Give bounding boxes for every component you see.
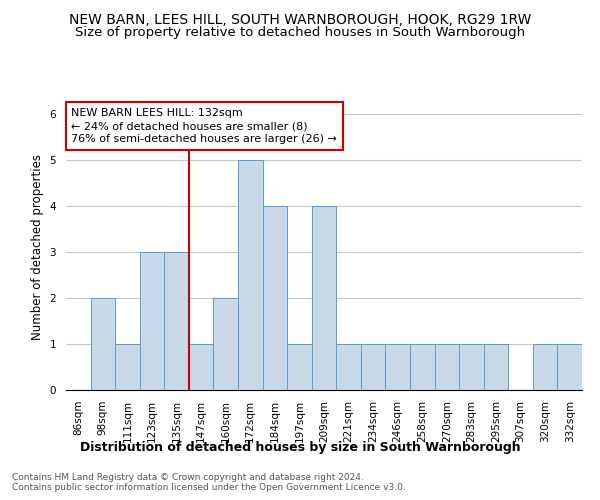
Bar [263, 206, 287, 390]
Bar [533, 344, 557, 390]
Bar [459, 344, 484, 390]
Bar [115, 344, 140, 390]
Y-axis label: Number of detached properties: Number of detached properties [31, 154, 44, 340]
Bar [410, 344, 434, 390]
Bar [484, 344, 508, 390]
Bar [91, 298, 115, 390]
Text: Contains HM Land Registry data © Crown copyright and database right 2024.: Contains HM Land Registry data © Crown c… [12, 472, 364, 482]
Text: Distribution of detached houses by size in South Warnborough: Distribution of detached houses by size … [80, 441, 520, 454]
Bar [140, 252, 164, 390]
Bar [312, 206, 336, 390]
Bar [336, 344, 361, 390]
Text: NEW BARN LEES HILL: 132sqm
← 24% of detached houses are smaller (8)
76% of semi-: NEW BARN LEES HILL: 132sqm ← 24% of deta… [71, 108, 337, 144]
Bar [557, 344, 582, 390]
Bar [385, 344, 410, 390]
Text: Size of property relative to detached houses in South Warnborough: Size of property relative to detached ho… [75, 26, 525, 39]
Bar [287, 344, 312, 390]
Text: NEW BARN, LEES HILL, SOUTH WARNBOROUGH, HOOK, RG29 1RW: NEW BARN, LEES HILL, SOUTH WARNBOROUGH, … [69, 12, 531, 26]
Bar [189, 344, 214, 390]
Bar [214, 298, 238, 390]
Bar [164, 252, 189, 390]
Text: Contains public sector information licensed under the Open Government Licence v3: Contains public sector information licen… [12, 484, 406, 492]
Bar [361, 344, 385, 390]
Bar [434, 344, 459, 390]
Bar [238, 160, 263, 390]
